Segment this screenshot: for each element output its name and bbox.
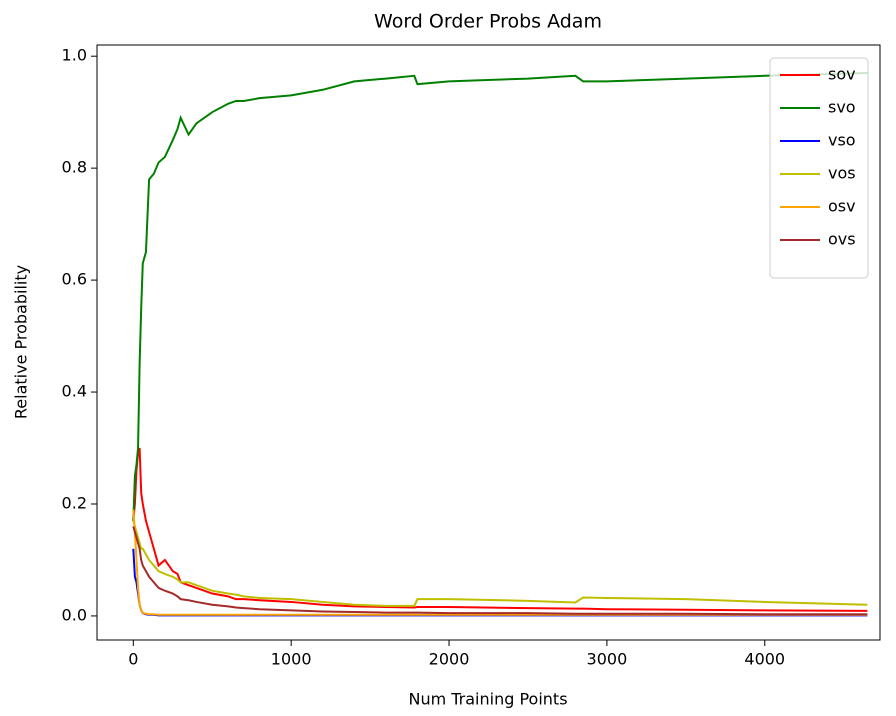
legend-box bbox=[769, 57, 869, 279]
x-tick-label: 1000 bbox=[271, 650, 312, 669]
legend-label: vso bbox=[828, 131, 856, 150]
y-tick-label: 0.2 bbox=[62, 493, 87, 512]
x-tick-label: 2000 bbox=[429, 650, 470, 669]
series-line bbox=[132, 447, 868, 612]
chart-title: Word Order Probs Adam bbox=[374, 11, 602, 33]
x-tick-label: 0 bbox=[128, 650, 138, 669]
y-tick-label: 1.0 bbox=[62, 46, 87, 65]
y-tick-label: 0.4 bbox=[62, 382, 87, 401]
series-line bbox=[132, 509, 868, 616]
y-axis-label: Relative Probability bbox=[12, 265, 31, 419]
y-tick-label: 0.8 bbox=[62, 158, 87, 177]
y-tick-label: 0.0 bbox=[62, 605, 87, 624]
series-line bbox=[132, 71, 868, 521]
legend-label: svo bbox=[828, 98, 856, 117]
series-line bbox=[132, 520, 868, 607]
y-tick-label: 0.6 bbox=[62, 270, 87, 289]
legend-label: ovs bbox=[828, 230, 856, 249]
x-tick-label: 3000 bbox=[587, 650, 628, 669]
x-tick-label: 4000 bbox=[744, 650, 785, 669]
x-axis-label: Num Training Points bbox=[408, 690, 567, 709]
series-line bbox=[132, 526, 868, 616]
legend-label: sov bbox=[828, 65, 856, 84]
plot-frame bbox=[96, 44, 881, 641]
legend-label: osv bbox=[828, 197, 856, 216]
legend-label: vos bbox=[828, 164, 856, 183]
